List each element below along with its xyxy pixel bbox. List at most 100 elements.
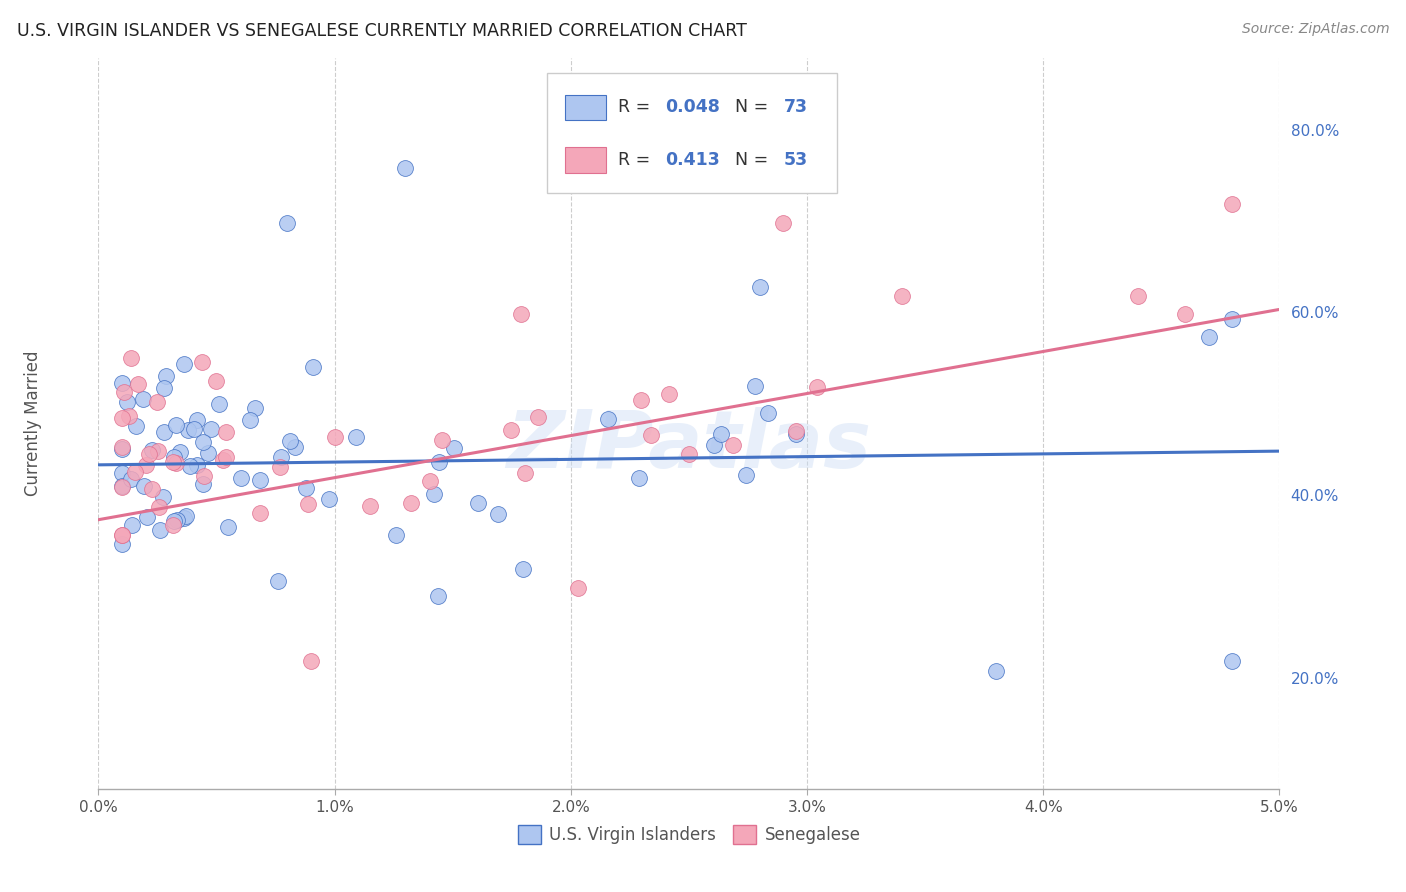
Point — [111, 537, 134, 551]
Text: 60.0%: 60.0% — [1291, 307, 1339, 321]
Text: U.S. VIRGIN ISLANDER VS SENEGALESE CURRENTLY MARRIED CORRELATION CHART: U.S. VIRGIN ISLANDER VS SENEGALESE CURRE… — [17, 22, 747, 40]
Point — [394, 161, 416, 175]
Point — [735, 467, 758, 482]
Point — [152, 491, 174, 505]
Point — [427, 589, 450, 603]
Text: R =: R = — [619, 98, 655, 116]
Point — [302, 360, 325, 375]
Text: 0.048: 0.048 — [665, 98, 720, 116]
Point — [299, 655, 322, 669]
Point — [163, 450, 186, 464]
Point — [772, 215, 794, 229]
Point — [148, 500, 170, 514]
Point — [149, 523, 172, 537]
Point — [218, 520, 240, 534]
Point — [890, 289, 912, 303]
Point — [488, 507, 510, 521]
Point — [710, 426, 733, 441]
Point — [512, 562, 534, 576]
Point — [174, 508, 197, 523]
Point — [141, 443, 163, 458]
Point — [423, 487, 446, 501]
Point — [295, 481, 318, 495]
Point — [658, 387, 681, 401]
Point — [229, 471, 252, 485]
Point — [678, 447, 700, 461]
Point — [284, 441, 307, 455]
Point — [121, 518, 143, 533]
Point — [193, 468, 215, 483]
Point — [510, 307, 533, 321]
Point — [443, 442, 465, 456]
Point — [111, 480, 134, 494]
Point — [111, 479, 134, 493]
Point — [134, 479, 156, 493]
Point — [515, 466, 537, 480]
Point — [124, 419, 146, 434]
Point — [153, 425, 176, 439]
Point — [344, 430, 367, 444]
Point — [162, 455, 184, 469]
Point — [165, 418, 187, 433]
Point — [399, 496, 422, 510]
Point — [111, 442, 134, 457]
Point — [1220, 311, 1243, 326]
Text: N =: N = — [724, 151, 775, 169]
Point — [173, 357, 195, 371]
Point — [1220, 655, 1243, 669]
Point — [111, 440, 134, 454]
Point — [785, 426, 807, 441]
Point — [212, 452, 235, 467]
Point — [427, 455, 450, 469]
Point — [567, 582, 589, 596]
Point — [360, 499, 382, 513]
Point — [118, 409, 141, 423]
Point — [1198, 330, 1220, 344]
Point — [135, 510, 157, 524]
Bar — [565, 147, 606, 173]
Point — [138, 446, 160, 460]
Point — [193, 435, 215, 450]
Text: 73: 73 — [783, 98, 807, 116]
Point — [205, 374, 228, 388]
Point — [166, 512, 188, 526]
Point — [215, 450, 238, 465]
Point — [744, 379, 766, 393]
Point — [111, 411, 134, 425]
Point — [112, 384, 135, 399]
Point — [239, 413, 262, 427]
Text: 53: 53 — [783, 151, 807, 169]
Point — [269, 459, 291, 474]
Point — [135, 458, 157, 472]
Point — [278, 434, 301, 449]
Point — [806, 380, 828, 394]
Point — [467, 496, 489, 510]
Point — [628, 470, 651, 484]
Point — [640, 428, 662, 442]
Point — [318, 491, 340, 506]
Point — [120, 472, 142, 486]
Text: 80.0%: 80.0% — [1291, 124, 1339, 138]
Point — [323, 430, 346, 444]
Point — [141, 482, 163, 496]
Point — [598, 411, 620, 425]
Point — [111, 528, 134, 542]
Point — [243, 401, 266, 415]
Point — [155, 369, 177, 384]
Point — [1126, 289, 1149, 303]
Text: 0.413: 0.413 — [665, 151, 720, 169]
Text: 20.0%: 20.0% — [1291, 673, 1339, 687]
Point — [785, 424, 807, 438]
Point — [191, 354, 214, 368]
Point — [270, 450, 292, 464]
Legend: U.S. Virgin Islanders, Senegalese: U.S. Virgin Islanders, Senegalese — [510, 818, 868, 851]
Point — [984, 664, 1007, 678]
Text: Currently Married: Currently Married — [24, 351, 42, 497]
Point — [127, 376, 149, 391]
Point — [1220, 197, 1243, 211]
Point — [419, 474, 441, 488]
Point — [186, 458, 208, 473]
Point — [249, 473, 271, 487]
Point — [193, 476, 215, 491]
Text: ZIPatlas: ZIPatlas — [506, 407, 872, 484]
